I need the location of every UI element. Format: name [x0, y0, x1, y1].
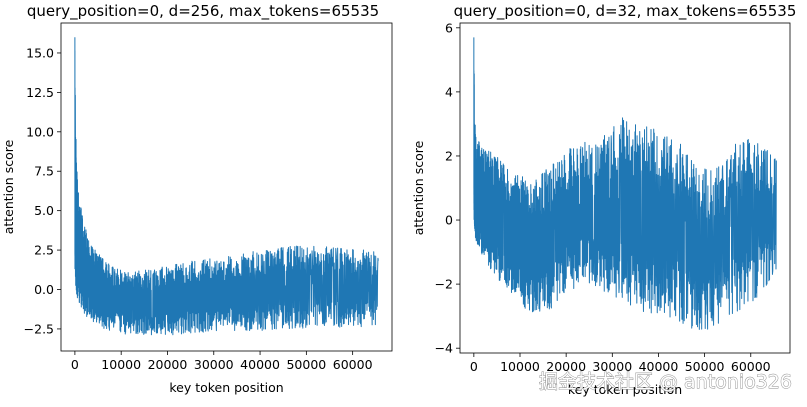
chart-right-plot-frame: [459, 22, 791, 354]
chart-left-plot-frame: [60, 22, 393, 352]
chart-left-x-tick-label: 60000: [333, 357, 373, 372]
chart-right-x-axis-label: key token position: [568, 382, 682, 397]
chart-right-x-tick-label: 30000: [592, 359, 632, 374]
chart-right-x-ticks: 0 10000 20000 30000 40000 50000 60000: [470, 353, 771, 374]
chart-left-y-tick-label: 5.0: [34, 203, 54, 218]
chart-left-y-tick-label: 15.0: [26, 45, 54, 60]
chart-left-x-tick-label: 0: [71, 357, 79, 372]
chart-left-y-tick-label: 7.5: [34, 164, 54, 179]
chart-right-x-tick-label: 10000: [500, 359, 540, 374]
watermark-text: 掘金技术社区 @ antonio326: [539, 371, 792, 393]
chart-right-series-line: [473, 37, 777, 330]
chart-left-title: query_position=0, d=256, max_tokens=6553…: [27, 2, 379, 21]
chart-right-x-tick-label: 0: [470, 359, 478, 374]
chart-right-y-tick-label: −4: [435, 341, 453, 356]
chart-left-y-axis-label: attention score: [1, 139, 16, 234]
chart-right-y-ticks: −4 −2 0 2 4 6: [435, 20, 460, 356]
chart-right-x-tick-label: 50000: [685, 359, 725, 374]
chart-right: query_position=0, d=32, max_tokens=65535…: [411, 2, 796, 397]
chart-left-x-ticks: 0 10000 20000 30000 40000 50000 60000: [71, 351, 373, 372]
chart-left-x-axis-label: key token position: [169, 380, 283, 395]
chart-left-y-tick-label: −2.5: [24, 321, 54, 336]
chart-right-y-tick-label: 6: [445, 20, 453, 35]
chart-left-y-tick-label: 10.0: [26, 124, 54, 139]
chart-left-y-ticks: −2.5 0.0 2.5 5.0 7.5 10.0 12.5 15.0: [24, 45, 61, 336]
chart-left-x-tick-label: 30000: [194, 357, 234, 372]
chart-right-y-axis-label: attention score: [411, 140, 426, 235]
chart-left-x-tick-label: 50000: [286, 357, 326, 372]
chart-right-x-tick-label: 40000: [639, 359, 679, 374]
chart-left-x-tick-label: 10000: [101, 357, 141, 372]
chart-left-x-tick-label: 20000: [148, 357, 188, 372]
chart-right-y-tick-label: −2: [435, 277, 453, 292]
chart-right-y-tick-label: 4: [445, 84, 453, 99]
chart-left-y-tick-label: 2.5: [34, 243, 54, 258]
chart-right-title: query_position=0, d=32, max_tokens=65535: [454, 2, 797, 21]
chart-left-x-tick-label: 40000: [240, 357, 280, 372]
chart-left: query_position=0, d=256, max_tokens=6553…: [1, 2, 393, 395]
chart-right-y-tick-label: 2: [445, 148, 453, 163]
chart-right-y-tick-label: 0: [445, 213, 453, 228]
chart-left-y-tick-label: 0.0: [34, 282, 54, 297]
chart-left-y-tick-label: 12.5: [26, 85, 54, 100]
chart-right-x-tick-label: 60000: [731, 359, 771, 374]
chart-left-series-line: [74, 37, 379, 336]
chart-right-x-tick-label: 20000: [546, 359, 586, 374]
